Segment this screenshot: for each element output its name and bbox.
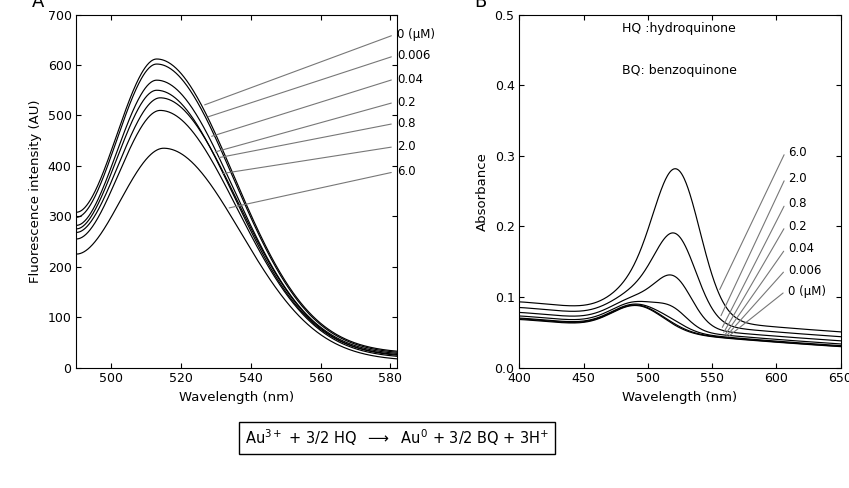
Text: 0.006: 0.006 <box>788 264 821 277</box>
Text: 0 (μM): 0 (μM) <box>397 28 436 41</box>
X-axis label: Wavelength (nm): Wavelength (nm) <box>622 391 738 404</box>
Text: B: B <box>475 0 486 11</box>
Text: 0.8: 0.8 <box>397 117 416 130</box>
Text: 2.0: 2.0 <box>788 172 807 185</box>
Text: Au$^{3+}$ + 3/2 HQ  $\longrightarrow$  Au$^{0}$ + 3/2 BQ + 3H$^{+}$: Au$^{3+}$ + 3/2 HQ $\longrightarrow$ Au$… <box>245 427 548 448</box>
Text: 0.2: 0.2 <box>397 96 416 109</box>
Text: A: A <box>31 0 44 11</box>
Text: 0 (μM): 0 (μM) <box>788 285 826 298</box>
X-axis label: Wavelength (nm): Wavelength (nm) <box>179 391 295 404</box>
Text: 0.2: 0.2 <box>788 220 807 233</box>
Text: 0.8: 0.8 <box>788 197 807 210</box>
Text: HQ :hydroquinone: HQ :hydroquinone <box>622 21 736 35</box>
Y-axis label: Absorbance: Absorbance <box>476 152 489 230</box>
Text: 6.0: 6.0 <box>788 146 807 159</box>
Text: 0.006: 0.006 <box>397 49 430 62</box>
Y-axis label: Fluorescence intensity (AU): Fluorescence intensity (AU) <box>29 100 42 283</box>
Text: 0.04: 0.04 <box>397 73 424 86</box>
Text: 6.0: 6.0 <box>397 165 416 179</box>
Text: 0.04: 0.04 <box>788 243 814 255</box>
Text: 2.0: 2.0 <box>397 140 416 153</box>
Text: BQ: benzoquinone: BQ: benzoquinone <box>622 64 737 77</box>
